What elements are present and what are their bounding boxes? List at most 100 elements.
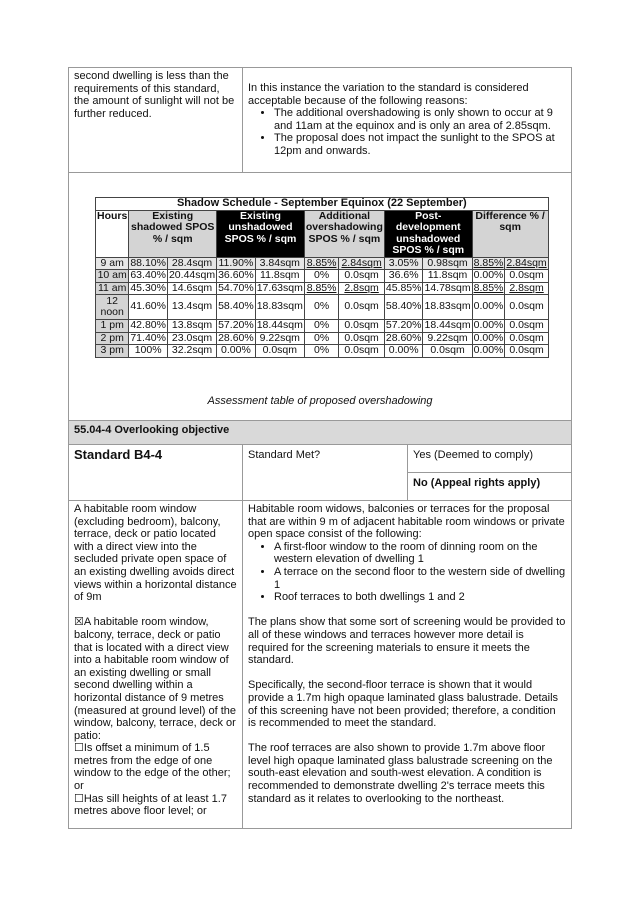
value-cell: 23.0sqm xyxy=(166,331,218,345)
hour-cell: 12 noon xyxy=(94,294,130,320)
value-cell: 0.0sqm xyxy=(254,344,305,358)
criteria-4: ☐Has sill heights of at least 1.7 metres… xyxy=(74,792,227,818)
value-cell: 100% xyxy=(128,344,168,358)
value-cell: 0.0sqm xyxy=(504,269,549,283)
value-cell: 0.00% xyxy=(471,294,506,320)
value-cell: 18.44sqm xyxy=(422,319,473,333)
value-cell: 0.0sqm xyxy=(338,269,385,283)
value-cell: 14.6sqm xyxy=(166,281,218,295)
value-cell: 0.00% xyxy=(471,344,506,358)
value-cell: 0% xyxy=(303,319,340,333)
value-cell: 58.40% xyxy=(216,294,256,320)
value-cell: 32.2sqm xyxy=(166,344,218,358)
value-cell: 45.30% xyxy=(128,281,168,295)
column-header: Hours xyxy=(94,209,130,258)
value-cell: 41.60% xyxy=(128,294,168,320)
value-cell: 28.60% xyxy=(383,331,424,345)
value-cell: 18.83sqm xyxy=(254,294,305,320)
standard-name: Standard B4-4 xyxy=(68,444,243,501)
value-cell: 9.22sqm xyxy=(254,331,305,345)
assessment-item: A terrace on the second floor to the wes… xyxy=(274,566,566,591)
value-cell: 0.00% xyxy=(471,269,506,283)
criteria-1: A habitable room window (excluding bedro… xyxy=(74,503,237,604)
value-cell: 11.8sqm xyxy=(422,269,473,283)
assessment-list: A first-floor window to the room of dinn… xyxy=(248,541,566,604)
value-cell: 2.8sqm xyxy=(504,281,549,295)
value-cell: 0% xyxy=(303,344,340,358)
value-cell: 0.00% xyxy=(216,344,256,358)
value-cell: 2.8sqm xyxy=(338,281,385,295)
value-cell: 3.84sqm xyxy=(254,256,305,270)
criteria-2: ☒A habitable room window, balcony, terra… xyxy=(74,616,237,742)
shadow-schedule-table: Shadow Schedule - September Equinox (22 … xyxy=(94,197,549,358)
value-cell: 57.20% xyxy=(383,319,424,333)
section-title: 55.04-4 Overlooking objective xyxy=(68,420,572,445)
table-row: 10 am 63.40% 20.44sqm 36.60% 11.8sqm 0% 0.0sqm… xyxy=(94,269,549,283)
assessment-para-2: Specifically, the second-floor terrace i… xyxy=(248,679,559,730)
value-cell: 28.4sqm xyxy=(166,256,218,270)
assessment-item: A first-floor window to the room of dinn… xyxy=(274,541,566,566)
value-cell: 2.84sqm xyxy=(504,256,549,270)
value-cell: 28.60% xyxy=(216,331,256,345)
hour-cell: 3 pm xyxy=(94,344,130,358)
top-left-cell: second dwelling is less than the require… xyxy=(68,67,243,173)
criteria-3: ☐Is offset a minimum of 1.5 metres from … xyxy=(74,742,231,793)
option-yes: Yes (Deemed to comply) xyxy=(407,444,572,473)
value-cell: 0% xyxy=(303,294,340,320)
value-cell: 0.0sqm xyxy=(504,331,549,345)
assessment-cell: Habitable room widows, balconies or terr… xyxy=(242,500,572,829)
column-header: Post-development unshadowed SPOS % / sqm xyxy=(383,209,473,258)
value-cell: 8.85% xyxy=(471,281,506,295)
value-cell: 0.0sqm xyxy=(504,344,549,358)
top-right-cell: In this instance the variation to the st… xyxy=(242,67,572,173)
table-row: 12 noon 41.60% 13.4sqm 58.40% 18.83sqm 0% 0.0s… xyxy=(94,294,549,320)
standard-met-label: Standard Met? xyxy=(242,444,408,501)
standard-criteria-cell: A habitable room window (excluding bedro… xyxy=(68,500,243,829)
column-header: Difference % / sqm xyxy=(471,209,549,258)
value-cell: 54.70% xyxy=(216,281,256,295)
value-cell: 0.0sqm xyxy=(422,344,473,358)
variation-intro: In this instance the variation to the st… xyxy=(248,82,529,107)
table-row: 1 pm 42.80% 13.8sqm 57.20% 18.44sqm 0% 0.0sqm 5… xyxy=(94,319,549,333)
hour-cell: 1 pm xyxy=(94,319,130,333)
value-cell: 0% xyxy=(303,269,340,283)
hour-cell: 10 am xyxy=(94,269,130,283)
value-cell: 0.00% xyxy=(471,331,506,345)
hour-cell: 2 pm xyxy=(94,331,130,345)
value-cell: 13.8sqm xyxy=(166,319,218,333)
value-cell: 0.98sqm xyxy=(422,256,473,270)
assessment-intro: Habitable room widows, balconies or terr… xyxy=(248,503,565,541)
table-title: Shadow Schedule - September Equinox (22 … xyxy=(95,197,549,211)
value-cell: 20.44sqm xyxy=(166,269,218,283)
sunlight-note: second dwelling is less than the require… xyxy=(74,70,235,120)
value-cell: 8.85% xyxy=(471,256,506,270)
value-cell: 9.22sqm xyxy=(422,331,473,345)
value-cell: 36.60% xyxy=(216,269,256,283)
table-row: 3 pm 100% 32.2sqm 0.00% 0.0sqm 0% 0.0sqm 0.00% 0… xyxy=(94,344,549,358)
value-cell: 0.0sqm xyxy=(338,319,385,333)
hour-cell: 11 am xyxy=(94,281,130,295)
value-cell: 0.0sqm xyxy=(338,331,385,345)
column-header: Additional overshadowing SPOS % / sqm xyxy=(303,209,385,258)
value-cell: 8.85% xyxy=(303,281,340,295)
value-cell: 0.00% xyxy=(471,319,506,333)
value-cell: 63.40% xyxy=(128,269,168,283)
value-cell: 71.40% xyxy=(128,331,168,345)
option-no: No (Appeal rights apply) xyxy=(407,472,572,501)
value-cell: 42.80% xyxy=(128,319,168,333)
table-row: 11 am 45.30% 14.6sqm 54.70% 17.63sqm 8.85% 2.8… xyxy=(94,281,549,295)
value-cell: 3.05% xyxy=(383,256,424,270)
value-cell: 2.84sqm xyxy=(338,256,385,270)
hour-cell: 9 am xyxy=(94,256,130,270)
assessment-para-3: The roof terraces are also shown to prov… xyxy=(248,742,553,805)
value-cell: 88.10% xyxy=(128,256,168,270)
value-cell: 0.0sqm xyxy=(504,319,549,333)
value-cell: 11.90% xyxy=(216,256,256,270)
value-cell: 36.6% xyxy=(383,269,424,283)
value-cell: 17.63sqm xyxy=(254,281,305,295)
value-cell: 57.20% xyxy=(216,319,256,333)
value-cell: 0.0sqm xyxy=(504,294,549,320)
value-cell: 18.83sqm xyxy=(422,294,473,320)
reason-item: The additional overshadowing is only sho… xyxy=(274,107,566,132)
